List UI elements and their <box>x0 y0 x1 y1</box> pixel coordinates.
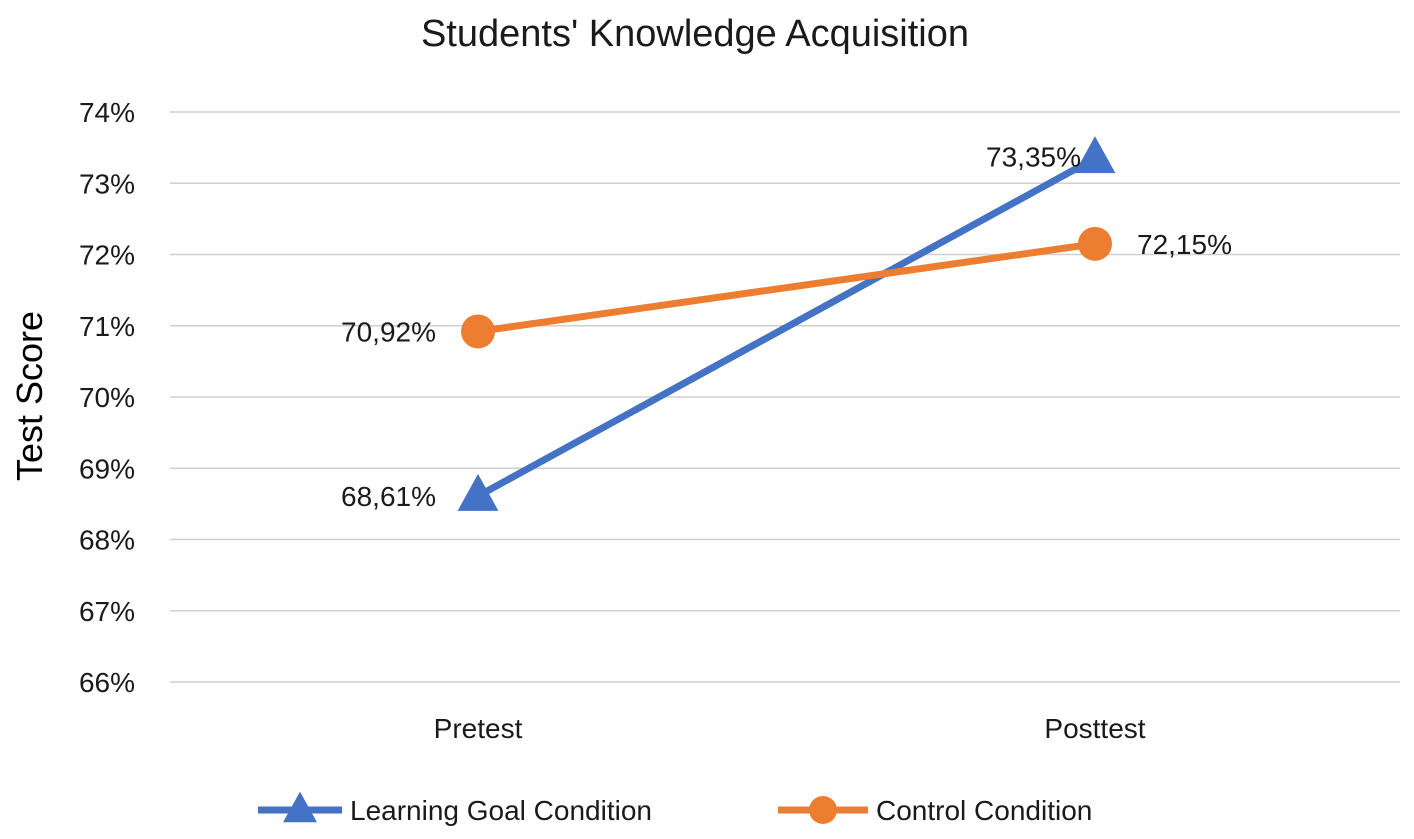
y-tick-label: 74% <box>79 97 135 128</box>
x-axis-tick-labels: Pretest Posttest <box>434 713 1146 744</box>
y-tick-label: 67% <box>79 596 135 627</box>
circle-marker <box>809 796 837 824</box>
y-tick-label: 72% <box>79 240 135 271</box>
y-tick-label: 71% <box>79 311 135 342</box>
gridlines <box>170 111 1400 683</box>
y-tick-label: 69% <box>79 453 135 484</box>
x-tick-label: Pretest <box>434 713 523 744</box>
y-tick-label: 70% <box>79 382 135 413</box>
y-tick-label: 66% <box>79 667 135 698</box>
triangle-marker <box>283 791 317 823</box>
legend-item: Control Condition <box>778 795 1092 826</box>
chart-title: Students' Knowledge Acquisition <box>421 13 969 55</box>
data-label: 68,61% <box>341 481 436 512</box>
series-line <box>474 154 1099 500</box>
y-axis-tick-labels: 66% 67% 68% 69% 70% 71% 72% 73% 74% <box>79 97 135 698</box>
data-label: 70,92% <box>341 316 436 347</box>
triangle-marker <box>457 473 499 511</box>
legend-label: Control Condition <box>876 795 1092 826</box>
y-tick-label: 68% <box>79 525 135 556</box>
data-labels: 68,61% 73,35% 70,92% 72,15% <box>341 141 1232 512</box>
series-learning-goal <box>457 136 1116 511</box>
series-control <box>461 226 1112 349</box>
legend: Learning Goal Condition Control Condition <box>258 791 1092 826</box>
legend-item: Learning Goal Condition <box>258 791 652 826</box>
x-tick-label: Posttest <box>1044 713 1145 744</box>
legend-label: Learning Goal Condition <box>350 795 652 826</box>
series <box>457 136 1116 511</box>
y-tick-label: 73% <box>79 168 135 199</box>
circle-marker <box>1078 226 1112 261</box>
data-label: 73,35% <box>986 141 1081 172</box>
series-line <box>474 240 1099 335</box>
circle-marker <box>461 314 495 349</box>
data-label: 72,15% <box>1137 229 1232 260</box>
triangle-marker <box>1074 136 1116 174</box>
y-axis-title: Test Score <box>9 311 50 481</box>
